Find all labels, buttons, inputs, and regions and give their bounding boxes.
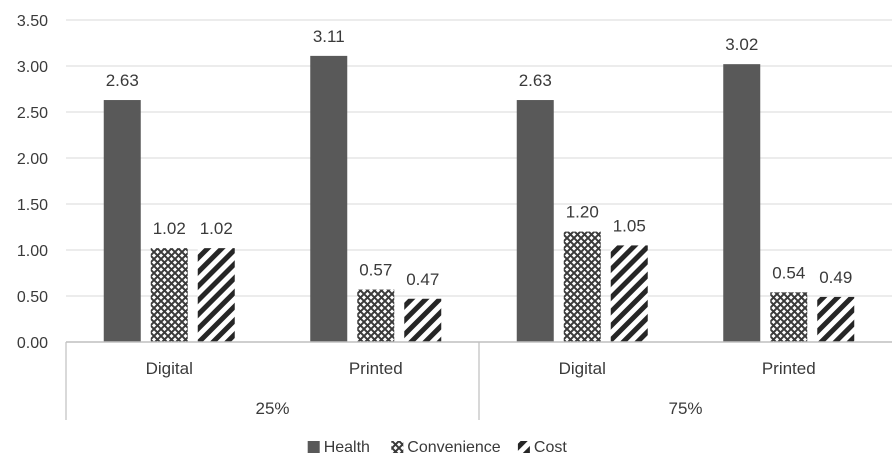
bar-health bbox=[310, 55, 348, 342]
gridlines bbox=[66, 19, 892, 297]
data-label: 1.05 bbox=[613, 216, 646, 235]
bar-cost bbox=[817, 296, 855, 342]
y-tick-label: 3.50 bbox=[17, 13, 48, 30]
x-category-label: Printed bbox=[762, 359, 816, 378]
data-label: 0.57 bbox=[359, 261, 392, 280]
y-tick-label: 0.50 bbox=[17, 289, 48, 306]
x-group-label: 25% bbox=[255, 399, 289, 418]
bar-convenience bbox=[150, 248, 188, 342]
legend-label: Health bbox=[324, 439, 370, 456]
bar-health bbox=[516, 100, 554, 342]
data-label: 0.54 bbox=[772, 263, 805, 282]
x-category-label: Digital bbox=[559, 359, 606, 378]
x-category-label: Printed bbox=[349, 359, 403, 378]
legend-label: Convenience bbox=[407, 439, 501, 456]
y-tick-label: 2.50 bbox=[17, 105, 48, 122]
legend-swatch-health bbox=[307, 441, 320, 453]
y-tick-label: 0.00 bbox=[17, 335, 48, 352]
x-category-label: Digital bbox=[146, 359, 193, 378]
legend: Health Convenience Cost bbox=[307, 439, 567, 456]
bar-convenience bbox=[357, 289, 395, 342]
legend-label: Cost bbox=[534, 439, 567, 456]
data-label: 1.02 bbox=[200, 219, 233, 238]
y-tick-label: 1.50 bbox=[17, 197, 48, 214]
bar-health bbox=[103, 100, 141, 342]
data-label: 1.20 bbox=[566, 203, 599, 222]
bar-cost bbox=[197, 248, 235, 342]
x-group-label: 75% bbox=[668, 399, 702, 418]
data-labels: 2.63 1.02 1.02 3.11 0.57 0.47 2.63 1.20 1.05 3.02… bbox=[106, 27, 853, 289]
bar-health bbox=[723, 64, 761, 342]
bars bbox=[103, 55, 855, 342]
data-label: 2.63 bbox=[106, 71, 139, 90]
data-label: 0.47 bbox=[406, 270, 439, 289]
bar-cost bbox=[610, 245, 648, 342]
axes: 0.00 0.50 1.00 1.50 2.00 2.50 3.00 3.50 Digital P… bbox=[17, 13, 892, 420]
y-tick-label: 1.00 bbox=[17, 243, 48, 260]
bar-convenience bbox=[563, 231, 601, 342]
bar-cost bbox=[404, 298, 442, 342]
data-label: 0.49 bbox=[819, 268, 852, 287]
y-tick-label: 2.00 bbox=[17, 151, 48, 168]
data-label: 3.11 bbox=[313, 27, 345, 46]
data-label: 1.02 bbox=[153, 219, 186, 238]
data-label: 2.63 bbox=[519, 71, 552, 90]
data-label: 3.02 bbox=[725, 35, 758, 54]
legend-swatch-cost bbox=[517, 441, 530, 453]
bar-convenience bbox=[770, 292, 808, 342]
legend-swatch-convenience bbox=[391, 441, 404, 453]
y-tick-label: 3.00 bbox=[17, 59, 48, 76]
